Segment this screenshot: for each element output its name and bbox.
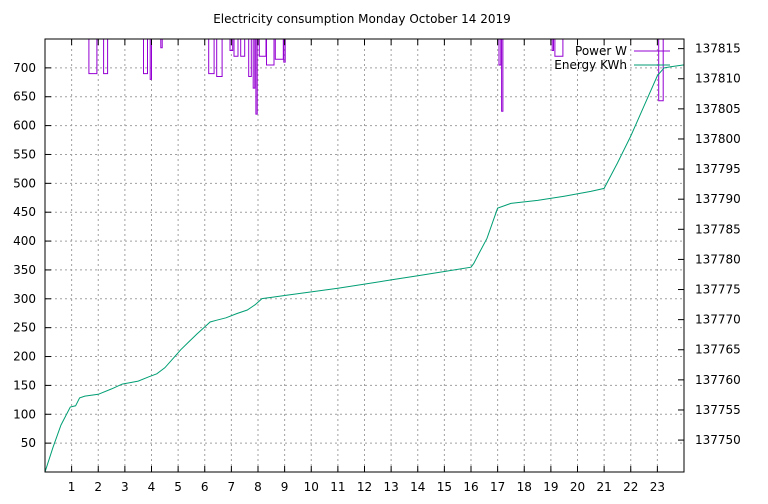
x-tick-label: 2 (94, 480, 102, 494)
y-tick-label: 100 (13, 407, 36, 421)
x-tick-label: 15 (437, 480, 452, 494)
y-tick-label: 300 (13, 292, 36, 306)
y-tick-label: 250 (13, 321, 36, 335)
y-tick-label: 200 (13, 350, 36, 364)
y2-tick-label: 137805 (695, 102, 741, 116)
power-series-segment (143, 39, 148, 75)
power-series-segment (266, 39, 275, 66)
x-tick-label: 23 (650, 480, 665, 494)
y2-tick-label: 137760 (695, 373, 741, 387)
y2-tick-label: 137765 (695, 343, 741, 357)
y-tick-label: 450 (13, 205, 36, 219)
power-series-segment (255, 39, 258, 115)
x-tick-label: 1 (68, 480, 76, 494)
power-series-segment (248, 39, 252, 77)
x-tick-label: 8 (254, 480, 262, 494)
y2-tick-label: 137815 (695, 42, 741, 56)
x-tick-label: 16 (463, 480, 478, 494)
y-tick-label: 500 (13, 176, 36, 190)
power-series-segment (554, 39, 564, 57)
y2-tick-label: 137800 (695, 132, 741, 146)
y-tick-label: 600 (13, 119, 36, 133)
power-series-segment (233, 39, 239, 57)
power-series-segment (160, 39, 163, 49)
power-series-segment (258, 39, 267, 57)
x-tick-label: 7 (228, 480, 236, 494)
x-tick-label: 13 (383, 480, 398, 494)
y-tick-label: 150 (13, 378, 36, 392)
y2-tick-label: 137775 (695, 283, 741, 297)
axis-layer: 1 2 3 4 5 6 7 8 9 10 11 12 13 14 15 16 17 18 19 20 21 22 23501… (13, 39, 741, 494)
y2-tick-label: 137780 (695, 252, 741, 266)
y-tick-label: 350 (13, 263, 36, 277)
y-tick-label: 400 (13, 234, 36, 248)
x-tick-label: 11 (330, 480, 345, 494)
x-tick-label: 3 (121, 480, 129, 494)
x-tick-label: 5 (174, 480, 182, 494)
y-tick-label: 650 (13, 90, 36, 104)
x-tick-label: 10 (304, 480, 319, 494)
x-tick-label: 22 (623, 480, 638, 494)
y-tick-label: 700 (13, 61, 36, 75)
power-series-segment (149, 39, 152, 80)
y2-tick-label: 137770 (695, 313, 741, 327)
power-series-segment (501, 39, 504, 112)
power-series-segment (498, 39, 502, 66)
energy-series-line (45, 64, 684, 472)
x-tick-label: 19 (543, 480, 558, 494)
power-series-segment (103, 39, 109, 75)
y2-tick-label: 137785 (695, 222, 741, 236)
y2-tick-label: 137790 (695, 192, 741, 206)
y2-tick-label: 137750 (695, 433, 741, 447)
power-series-segment (658, 39, 664, 102)
x-tick-label: 14 (410, 480, 425, 494)
power-series-segment (88, 39, 98, 75)
power-series-segment (240, 39, 246, 57)
y2-tick-label: 137810 (695, 72, 741, 86)
x-tick-label: 6 (201, 480, 209, 494)
x-tick-label: 20 (570, 480, 585, 494)
x-tick-label: 9 (281, 480, 289, 494)
x-tick-label: 4 (148, 480, 156, 494)
y-tick-label: 550 (13, 147, 36, 161)
power-series-segment (229, 39, 234, 51)
legend-label: Energy KWh (554, 58, 627, 72)
power-series-segment (283, 39, 286, 63)
legend-label: Power W (575, 44, 627, 58)
power-series-segment (216, 39, 223, 77)
power-series-segment (551, 39, 554, 51)
chart-title: Electricity consumption Monday October 1… (213, 12, 511, 26)
power-series-segment (252, 39, 256, 89)
plot-layer (45, 39, 684, 472)
x-tick-label: 18 (517, 480, 532, 494)
x-tick-label: 12 (357, 480, 372, 494)
x-tick-label: 17 (490, 480, 505, 494)
y-tick-label: 50 (21, 436, 36, 450)
power-series-segment (208, 39, 215, 75)
y2-tick-label: 137755 (695, 403, 741, 417)
y2-tick-label: 137795 (695, 162, 741, 176)
power-series-segment (274, 39, 284, 60)
grid-layer (45, 39, 684, 472)
x-tick-label: 21 (596, 480, 611, 494)
